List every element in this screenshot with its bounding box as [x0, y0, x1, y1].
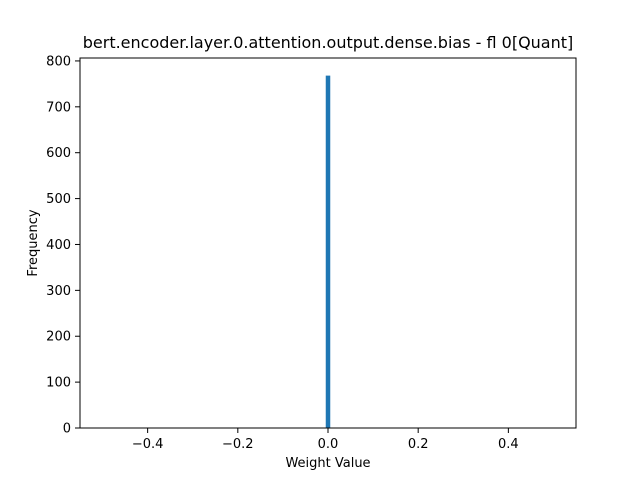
y-tick-label: 600 — [46, 146, 71, 161]
y-tick-label: 400 — [46, 238, 71, 253]
y-tick-label: 200 — [46, 330, 71, 345]
plot-frame — [79, 57, 577, 429]
x-tick-label: −0.2 — [222, 437, 254, 452]
y-axis-label: Frequency — [26, 209, 41, 276]
y-tick-label: 100 — [46, 376, 71, 391]
x-tick-label: −0.4 — [132, 437, 164, 452]
x-tick-label: 0.2 — [408, 437, 429, 452]
x-ticks: −0.4 −0.2 0.0 0.2 0.4 — [132, 428, 519, 452]
y-ticks: 0 100 200 300 400 500 600 700 800 — [46, 54, 80, 437]
x-tick-label: 0.0 — [318, 437, 339, 452]
y-tick-label: 700 — [46, 100, 71, 115]
histogram-bar-0 — [325, 75, 331, 428]
chart-title: bert.encoder.layer.0.attention.output.de… — [83, 33, 574, 52]
bars-layer — [325, 75, 331, 428]
y-tick-label: 500 — [46, 192, 71, 207]
y-tick-label: 0 — [63, 422, 71, 437]
y-tick-label: 800 — [46, 54, 71, 69]
x-tick-label: 0.4 — [498, 437, 519, 452]
x-axis-label: Weight Value — [285, 456, 370, 471]
y-tick-label: 300 — [46, 284, 71, 299]
